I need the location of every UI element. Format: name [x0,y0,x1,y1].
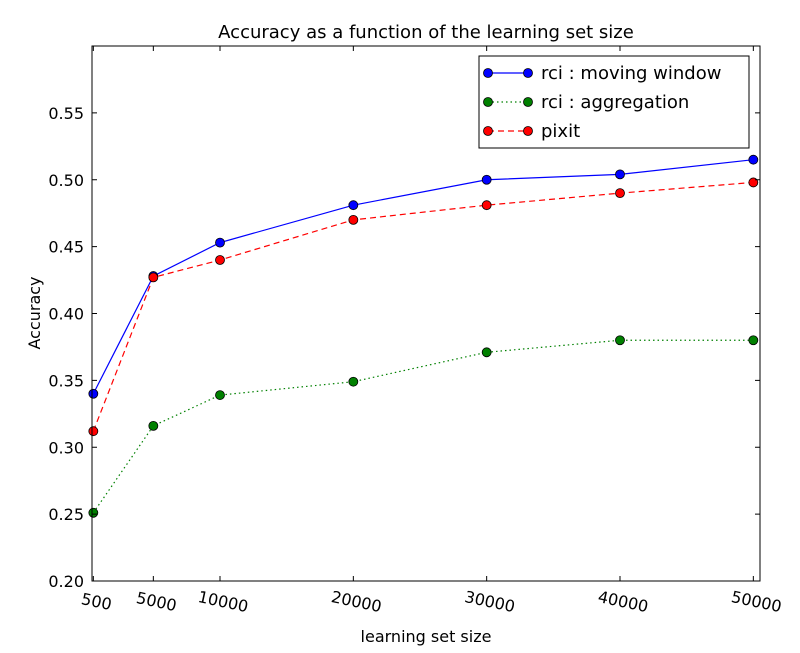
data-point [348,214,359,225]
data-point [615,169,625,180]
data-point [748,154,759,165]
legend-marker [523,126,533,136]
data-point [215,237,225,248]
data-point [615,188,625,199]
y-tick-label: 0.55 [48,104,84,123]
data-point [348,376,359,387]
data-point [615,335,625,346]
legend-label: pixit [541,121,580,142]
data-point [88,507,99,518]
y-axis-label: Accuracy [25,276,44,349]
legend-marker [523,97,533,107]
y-tick-label: 0.30 [48,438,84,457]
legend-marker [483,126,493,136]
series-1 [88,335,759,518]
data-point [481,200,492,211]
data-point [481,347,492,358]
y-tick-label: 0.25 [48,505,84,524]
series-2 [88,177,759,437]
legend-marker [483,68,493,78]
legend-label: rci : moving window [541,63,721,84]
legend-item: rci : moving window [483,63,721,84]
data-point [215,390,225,400]
legend: rci : moving window rci : aggregation pixi… [478,55,750,149]
data-point [88,426,99,437]
data-point [148,272,159,283]
plot-area [88,154,759,518]
data-point [88,388,99,399]
legend-marker [483,97,493,107]
legend-item: pixit [483,121,580,142]
data-point [481,174,492,185]
y-tick-label: 0.35 [48,371,84,390]
y-tick-label: 0.45 [48,238,84,257]
y-axis: 0.20 0.25 0.30 0.35 0.40 0.45 0.50 0.55 [48,104,760,591]
y-tick-label: 0.50 [48,171,84,190]
legend-item: rci : aggregation [483,92,689,113]
data-point [748,335,759,346]
data-point [215,255,225,265]
legend-marker [523,68,533,78]
data-point [148,420,159,431]
y-tick-label: 0.40 [48,305,84,324]
data-point [348,200,359,211]
y-tick-label: 0.20 [48,572,84,591]
x-axis-label: learning set size [361,627,492,646]
legend-label: rci : aggregation [541,92,689,113]
chart-title: Accuracy as a function of the learning s… [218,22,634,43]
